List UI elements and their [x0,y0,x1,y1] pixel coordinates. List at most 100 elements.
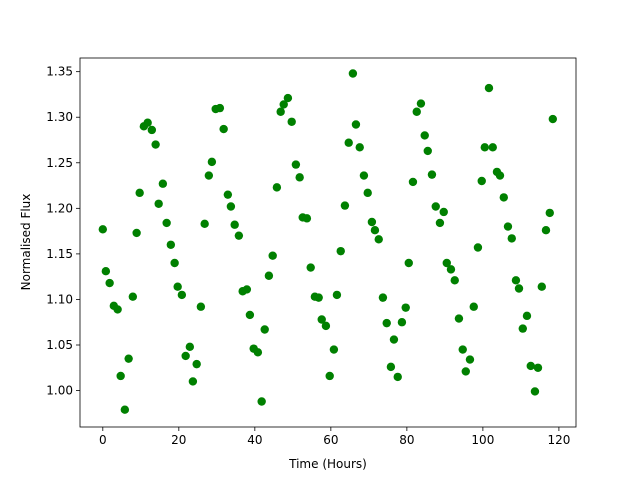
point [518,324,527,333]
point [355,143,364,152]
point [147,125,157,135]
point [495,171,505,180]
point [226,202,236,211]
point [363,188,372,198]
point [336,246,345,256]
point [374,235,383,244]
point [132,228,141,238]
point [393,372,402,382]
point [173,282,182,291]
point [260,325,269,334]
point [287,117,296,126]
point [408,177,418,187]
point [537,282,546,291]
point [533,363,543,372]
point [477,176,486,186]
point [420,131,429,140]
point [177,290,187,300]
point [423,146,432,156]
point [116,371,125,381]
point [230,220,239,229]
point [514,284,524,293]
point [439,207,448,217]
point [272,183,282,192]
point [386,362,396,372]
point [473,243,483,252]
point [245,310,255,320]
x-axis-label: Time (Hours) [288,457,367,471]
point [499,193,508,202]
x-tick-label: 0 [99,433,107,447]
point [113,305,122,314]
point [283,93,293,103]
point [154,199,163,208]
point [158,179,168,188]
point [325,371,334,381]
point [257,397,266,406]
point [367,217,377,227]
x-tick-label: 80 [399,433,414,447]
point [503,222,513,231]
point [200,219,209,229]
point [548,114,558,124]
y-tick-label: 1.10 [46,292,73,306]
point [359,171,369,180]
point [253,348,263,357]
point [382,318,391,328]
point [348,69,358,78]
point [404,258,413,268]
point [541,226,551,235]
point [264,271,274,280]
point [446,265,456,274]
point [162,218,171,228]
point [219,124,228,134]
point [484,83,494,93]
point [181,351,190,361]
point [526,361,535,371]
point [458,345,467,354]
point [450,276,459,285]
point [412,107,421,116]
point [279,100,288,109]
x-tick-label: 20 [171,433,186,447]
point [344,138,353,147]
point [135,188,144,198]
point [306,263,315,272]
point [124,354,133,363]
point [469,302,478,311]
point [461,367,470,376]
y-tick-label: 1.15 [46,247,73,261]
point [166,240,176,249]
point [295,173,304,182]
point [480,143,489,152]
point [321,321,331,331]
point [98,225,108,234]
point [378,293,388,302]
point [431,202,440,211]
y-tick-label: 1.00 [46,384,73,398]
point [101,267,111,276]
point [340,201,350,210]
point [291,160,301,169]
y-tick-label: 1.20 [46,201,73,215]
x-tick-label: 120 [547,433,570,447]
y-tick-label: 1.25 [46,156,73,170]
point [223,190,233,199]
point [465,355,475,364]
point [204,171,214,180]
x-tick-label: 60 [323,433,338,447]
point [401,303,410,312]
point [234,231,244,240]
point [511,276,521,285]
point [389,335,399,344]
y-tick-label: 1.35 [46,65,73,79]
point [185,342,195,352]
point [545,208,554,218]
point [192,359,201,369]
point [105,278,114,288]
x-tick-label: 100 [471,433,494,447]
point [329,345,339,354]
point [120,405,130,414]
